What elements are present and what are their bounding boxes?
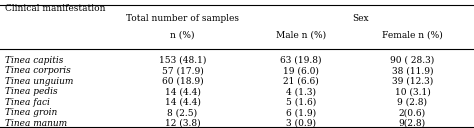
Text: 63 (19.8): 63 (19.8) — [280, 56, 322, 65]
Text: 38 (11.9): 38 (11.9) — [392, 66, 433, 75]
Text: Clinical manifestation: Clinical manifestation — [5, 4, 105, 13]
Text: 9(2.8): 9(2.8) — [399, 119, 426, 128]
Text: Tinea faci: Tinea faci — [5, 98, 50, 107]
Text: Tinea capitis: Tinea capitis — [5, 56, 63, 65]
Text: 9 (2.8): 9 (2.8) — [397, 98, 428, 107]
Text: Tinea manum: Tinea manum — [5, 119, 67, 128]
Text: 5 (1.6): 5 (1.6) — [286, 98, 316, 107]
Text: n (%): n (%) — [170, 31, 195, 40]
Text: 60 (18.9): 60 (18.9) — [162, 77, 203, 86]
Text: Sex: Sex — [352, 14, 369, 23]
Text: 12 (3.8): 12 (3.8) — [164, 119, 201, 128]
Text: Tinea groin: Tinea groin — [5, 108, 57, 117]
Text: Female n (%): Female n (%) — [382, 31, 443, 40]
Text: Tinea pedis: Tinea pedis — [5, 87, 57, 96]
Text: 153 (48.1): 153 (48.1) — [159, 56, 206, 65]
Text: 8 (2.5): 8 (2.5) — [167, 108, 198, 117]
Text: 21 (6.6): 21 (6.6) — [283, 77, 319, 86]
Text: 3 (0.9): 3 (0.9) — [286, 119, 316, 128]
Text: 19 (6.0): 19 (6.0) — [283, 66, 319, 75]
Text: Total number of samples: Total number of samples — [126, 14, 239, 23]
Text: Tinea unguium: Tinea unguium — [5, 77, 73, 86]
Text: 14 (4.4): 14 (4.4) — [164, 98, 201, 107]
Text: 4 (1.3): 4 (1.3) — [286, 87, 316, 96]
Text: 10 (3.1): 10 (3.1) — [394, 87, 430, 96]
Text: 14 (4.4): 14 (4.4) — [164, 87, 201, 96]
Text: Tinea corporis: Tinea corporis — [5, 66, 71, 75]
Text: 39 (12.3): 39 (12.3) — [392, 77, 433, 86]
Text: 2(0.6): 2(0.6) — [399, 108, 426, 117]
Text: 90 ( 28.3): 90 ( 28.3) — [390, 56, 435, 65]
Text: 6 (1.9): 6 (1.9) — [286, 108, 316, 117]
Text: Male n (%): Male n (%) — [276, 31, 326, 40]
Text: 57 (17.9): 57 (17.9) — [162, 66, 203, 75]
